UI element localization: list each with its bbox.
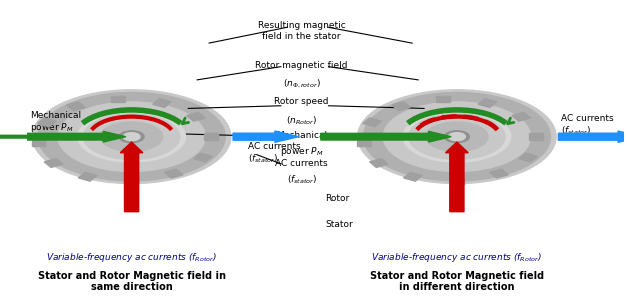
Circle shape [448, 133, 465, 141]
Text: Rotor magnetic field: Rotor magnetic field [255, 61, 348, 70]
Bar [490, 169, 508, 178]
Circle shape [357, 90, 556, 184]
Bar [66, 102, 85, 111]
Bar [512, 112, 530, 121]
Text: power $P_M$: power $P_M$ [280, 145, 324, 158]
Bar [45, 159, 63, 168]
FancyArrow shape [233, 131, 298, 142]
Circle shape [383, 102, 530, 171]
FancyArrow shape [0, 131, 126, 142]
Text: Resulting magnetic
field in the stator: Resulting magnetic field in the stator [258, 21, 345, 41]
Bar [369, 159, 388, 168]
Text: AC currents: AC currents [275, 159, 328, 168]
Bar [78, 172, 97, 181]
Text: AC currents
$(f_{stator})$: AC currents $(f_{stator})$ [561, 114, 614, 137]
Bar [357, 140, 371, 146]
Circle shape [83, 114, 180, 160]
Circle shape [403, 111, 511, 162]
Circle shape [78, 111, 186, 162]
Bar [404, 172, 422, 181]
Text: ($f_{stator}$): ($f_{stator}$) [287, 173, 317, 186]
Circle shape [100, 122, 163, 152]
Bar [204, 133, 218, 140]
Text: Mechanical: Mechanical [276, 131, 327, 140]
Bar [392, 102, 411, 111]
Circle shape [123, 133, 140, 141]
Text: Variable-frequency ac currents ($f_{Rotor}$): Variable-frequency ac currents ($f_{Roto… [46, 251, 217, 264]
Text: Rotor: Rotor [325, 194, 350, 203]
Circle shape [58, 102, 205, 171]
Bar [436, 96, 450, 102]
Bar [111, 96, 125, 102]
Bar [363, 118, 381, 127]
Bar [519, 153, 537, 162]
Bar [187, 112, 205, 121]
Text: Variable-frequency ac currents ($f_{Rotor}$): Variable-frequency ac currents ($f_{Roto… [371, 251, 542, 264]
Text: Stator and Rotor Magnetic field
in different direction: Stator and Rotor Magnetic field in diffe… [370, 271, 544, 292]
Circle shape [38, 93, 225, 181]
Bar [38, 118, 56, 127]
Text: ($n_{Rotor}$): ($n_{Rotor}$) [286, 114, 317, 127]
Circle shape [33, 90, 231, 184]
Bar [194, 153, 212, 162]
Circle shape [445, 131, 470, 143]
Circle shape [409, 114, 505, 160]
Circle shape [426, 122, 488, 152]
Bar [529, 133, 543, 140]
Circle shape [363, 93, 551, 181]
Bar [153, 99, 171, 107]
Text: Mechanical
power $P_M$: Mechanical power $P_M$ [30, 111, 82, 134]
Text: ($n_{\Phi,rotor}$): ($n_{\Phi,rotor}$) [283, 78, 320, 90]
FancyArrow shape [559, 131, 627, 142]
FancyArrow shape [446, 142, 468, 212]
Bar [125, 177, 139, 184]
Bar [32, 140, 45, 146]
FancyArrow shape [321, 131, 451, 142]
Text: Rotor speed: Rotor speed [275, 97, 329, 106]
Text: AC currents
$(f_{stator})$: AC currents $(f_{stator})$ [248, 142, 300, 165]
Bar [450, 177, 464, 184]
Bar [164, 169, 183, 178]
Text: Stator: Stator [325, 220, 354, 229]
Circle shape [119, 131, 144, 143]
Bar [478, 99, 497, 107]
Text: Stator and Rotor Magnetic field in
same direction: Stator and Rotor Magnetic field in same … [38, 271, 226, 292]
FancyArrow shape [120, 142, 143, 212]
